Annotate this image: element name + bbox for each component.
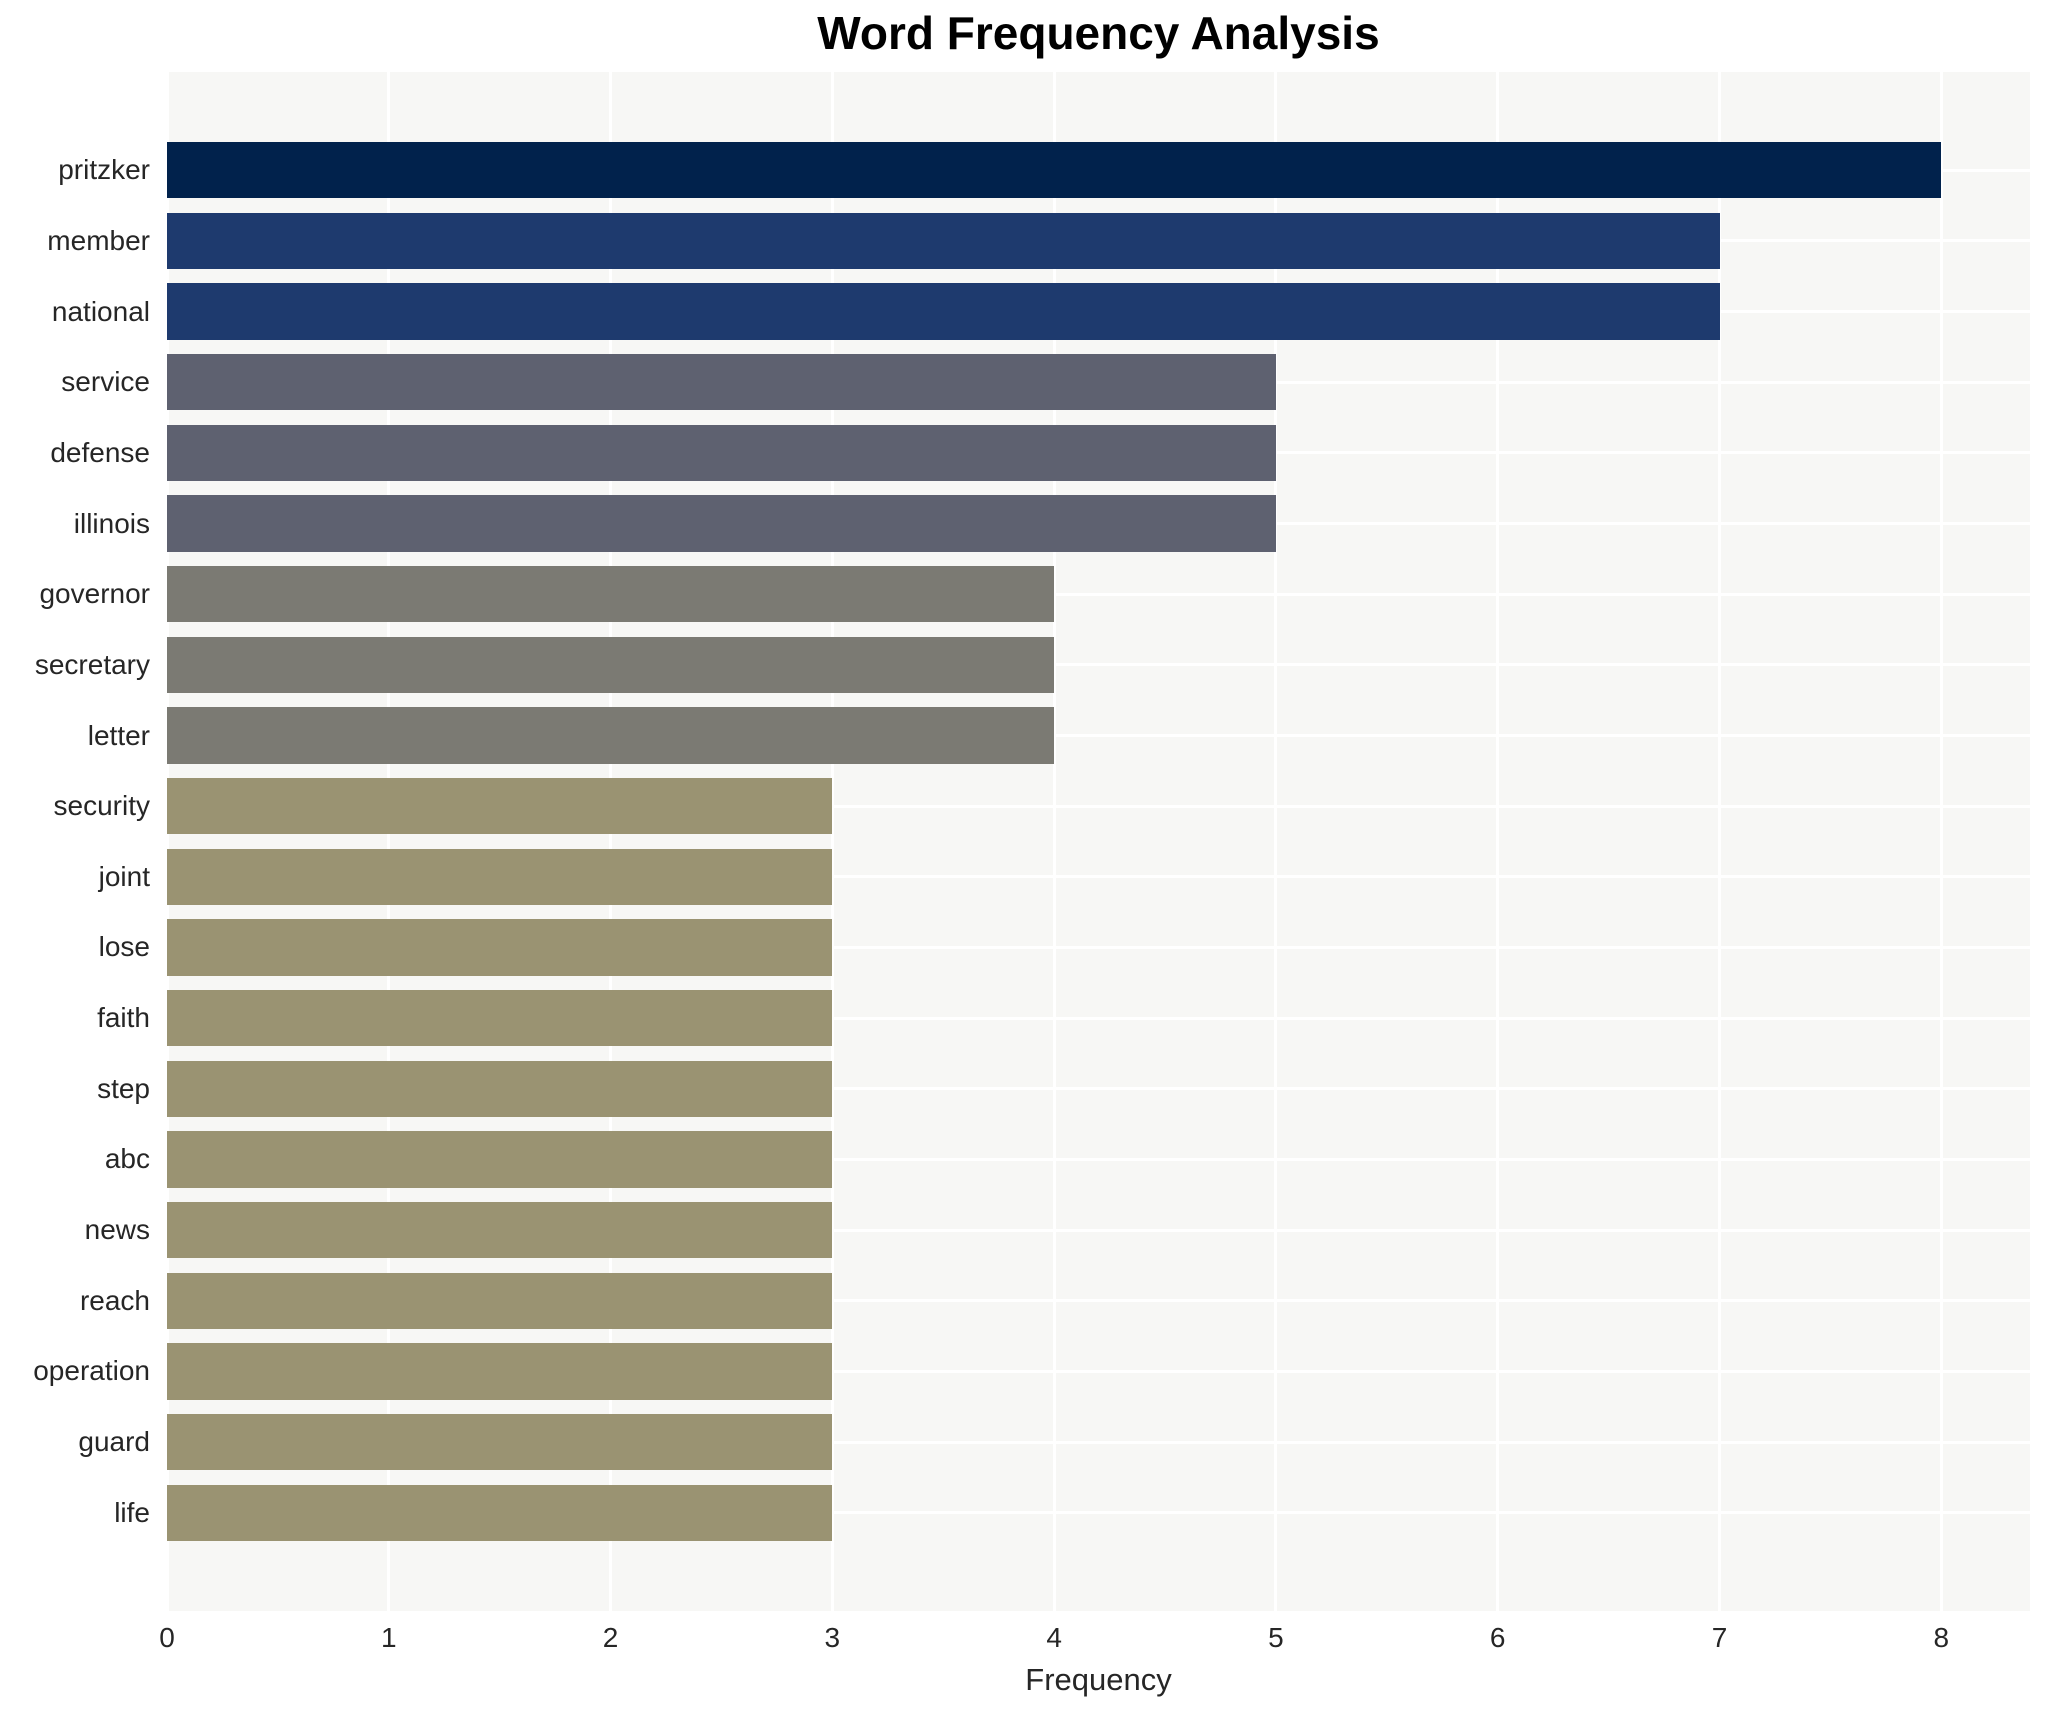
y-gridline [167,1299,2030,1303]
bar-abc [167,1131,833,1188]
x-axis-label: Frequency [1025,1662,1172,1697]
x-tick-label-8: 8 [1933,1622,1950,1653]
x-gridline [1939,72,1943,1611]
y-gridline [167,875,2030,879]
y-gridline [167,804,2030,808]
bar-step [167,1060,833,1118]
x-gridline [1052,72,1056,1611]
x-gridline [609,72,613,1611]
x-tick-label-6: 6 [1489,1622,1506,1653]
y-tick-label-secretary: secretary [34,648,150,680]
bar-security [167,777,833,835]
y-gridline [167,663,2030,667]
y-tick-label-defense: defense [50,436,150,468]
x-gridline [1496,72,1500,1611]
bar-secretary [167,636,1055,694]
bar-national [167,283,1720,340]
x-tick-label-7: 7 [1711,1622,1728,1653]
bar-governor [167,565,1055,623]
y-tick-label-illinois: illinois [73,507,150,539]
y-tick-label-governor: governor [39,578,150,610]
bar-letter [167,707,1055,764]
x-tick-label-5: 5 [1268,1622,1284,1653]
bar-member [167,212,1720,270]
x-gridline [165,72,169,1611]
y-tick-label-pritzker: pritzker [58,154,150,186]
bar-operation [167,1343,833,1400]
bar-life [167,1484,833,1542]
y-tick-label-abc: abc [104,1143,150,1175]
y-tick-label-step: step [97,1072,150,1104]
y-tick-label-national: national [51,295,150,327]
x-gridline [1718,72,1721,1611]
y-tick-label-letter: letter [87,719,150,751]
bar-joint [167,848,833,906]
bar-defense [167,424,1276,482]
bar-pritzker [167,141,1942,199]
bar-guard [167,1413,833,1471]
y-tick-label-life: life [114,1496,150,1528]
y-tick-label-guard: guard [78,1426,150,1458]
y-gridline [167,1228,2030,1232]
x-gridline [387,72,391,1611]
y-gridline [167,734,2030,737]
y-tick-label-member: member [47,224,150,256]
x-tick-label-2: 2 [602,1622,619,1653]
y-tick-label-lose: lose [98,931,150,963]
y-gridline [167,1016,2030,1020]
y-gridline [167,1511,2030,1515]
plot-area [165,72,2030,1611]
y-tick-label-news: news [84,1214,150,1246]
x-tick-label-1: 1 [380,1622,397,1653]
bar-news [167,1201,833,1259]
chart-title: Word Frequency Analysis [817,7,1380,59]
x-tick-label-3: 3 [824,1622,841,1653]
y-gridline [167,1157,2030,1161]
y-tick-label-faith: faith [97,1002,150,1034]
y-tick-label-security: security [53,790,150,822]
y-tick-label-joint: joint [98,860,150,892]
y-gridline [167,1369,2030,1373]
y-gridline [167,945,2030,949]
bar-service [167,353,1276,411]
x-gridline [830,72,834,1611]
y-tick-label-service: service [61,366,150,398]
y-gridline [167,1087,2030,1091]
x-tick-label-4: 4 [1046,1622,1062,1653]
y-tick-label-operation: operation [33,1355,150,1387]
bar-reach [167,1272,833,1330]
bar-faith [167,989,833,1047]
y-gridline [167,1440,2030,1444]
y-tick-label-reach: reach [79,1284,150,1316]
bar-lose [167,919,833,976]
x-tick-label-0: 0 [159,1622,175,1653]
y-gridline [167,592,2030,596]
x-gridline [1274,72,1278,1611]
bar-illinois [167,495,1276,552]
